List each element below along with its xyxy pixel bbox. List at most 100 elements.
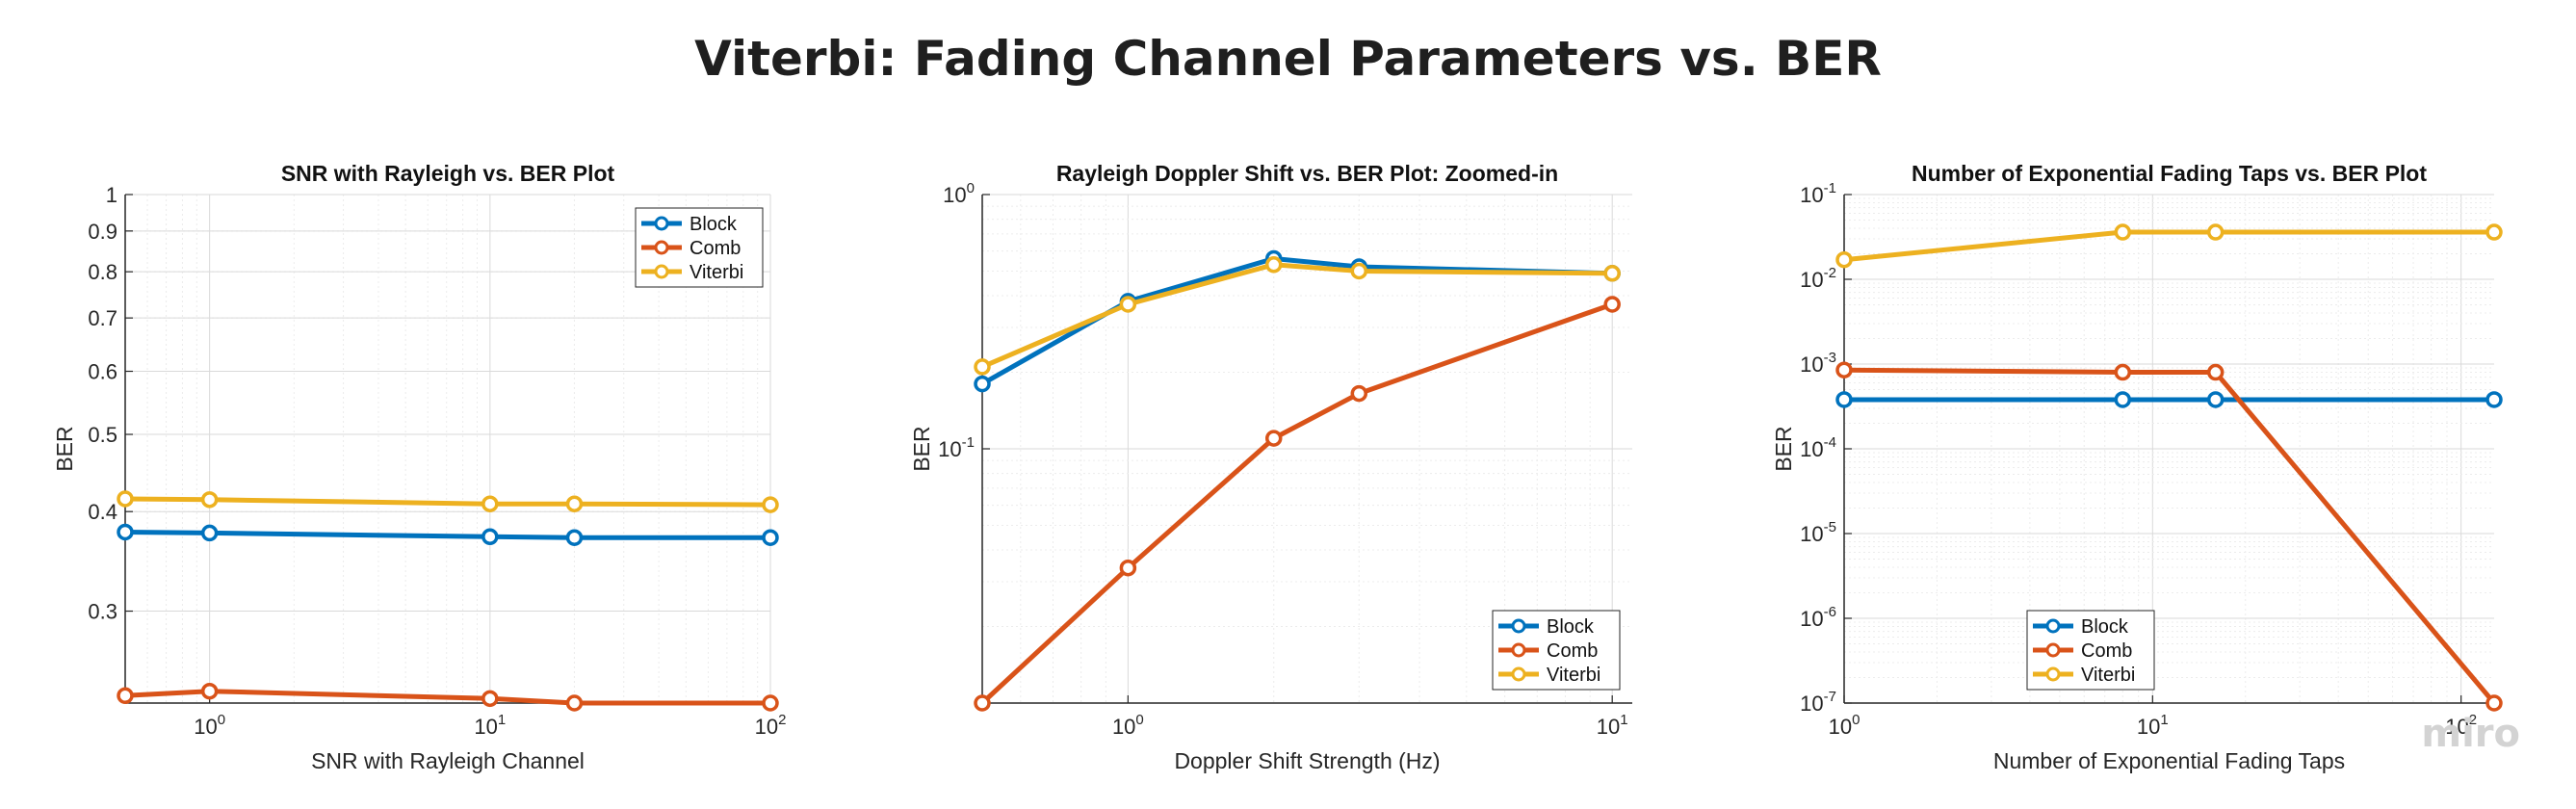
y-tick-label: 0.7 [88, 306, 117, 330]
data-point-comb [117, 687, 134, 705]
data-point-block [117, 523, 134, 541]
data-point-comb [481, 690, 499, 708]
legend-marker [2045, 666, 2061, 682]
data-point-block [200, 524, 219, 542]
data-point-comb [2206, 363, 2225, 381]
y-tick-label: 100 [943, 180, 975, 207]
x-tick-label: 101 [1597, 712, 1628, 739]
chart-doppler-shift: 100 101 10-1 100 Rayleigh Doppler Shift vs. … [909, 161, 1632, 773]
x-tick-label: 101 [2137, 712, 2169, 739]
legend-label: Comb [2081, 640, 2132, 662]
data-point-viterbi [1119, 296, 1137, 313]
data-point-block [1835, 391, 1853, 408]
series-line-comb [124, 689, 770, 706]
data-point-comb [200, 682, 219, 700]
y-tick-label: 0.9 [88, 220, 117, 244]
y-tick-label: 0.8 [88, 260, 117, 284]
data-point-block [2114, 391, 2132, 408]
y-tick-label: 0.6 [88, 360, 117, 384]
x-tick-label: 100 [194, 712, 225, 739]
series-viterbi [1835, 223, 2503, 269]
y-tick-label: 10-3 [1800, 350, 1836, 377]
y-tick-label: 0.5 [88, 423, 117, 447]
legend-marker [2045, 618, 2061, 634]
data-point-viterbi [1350, 262, 1368, 280]
data-point-viterbi [1264, 256, 1283, 274]
y-axis-label: BER [1771, 426, 1796, 471]
chart-title: Number of Exponential Fading Taps vs. BE… [1912, 161, 2427, 186]
y-tick-label: 10-2 [1800, 265, 1836, 292]
data-point-comb [1119, 559, 1137, 577]
legend-label: Block [2081, 616, 2129, 638]
data-point-comb [2114, 363, 2132, 381]
legend-label: Viterbi [2081, 665, 2135, 686]
y-axis-label: BER [52, 426, 77, 471]
series-line-viterbi [981, 262, 1613, 370]
series-block [1835, 391, 2503, 408]
series-line-block [980, 256, 1613, 386]
series-line-block [124, 530, 770, 540]
x-axis-label: SNR with Rayleigh Channel [311, 748, 585, 773]
x-axis-label: Doppler Shift Strength (Hz) [1174, 748, 1440, 773]
chart-snr-rayleigh: 100 101 102 0.3 0.4 0.5 0.6 0.7 0.8 0.9 1 SNR with … [52, 161, 787, 773]
data-point-comb [1350, 384, 1368, 403]
data-point-viterbi [481, 495, 499, 512]
data-point-viterbi [2206, 223, 2225, 241]
data-point-viterbi [762, 496, 779, 513]
data-point-comb [762, 694, 779, 712]
series-viterbi [117, 490, 779, 513]
legend-marker [1511, 666, 1526, 682]
chart-title: Rayleigh Doppler Shift vs. BER Plot: Zoo… [1056, 161, 1558, 186]
x-tick-label: 100 [1112, 712, 1144, 739]
x-axis-label: Number of Exponential Fading Taps [1993, 748, 2345, 773]
legend-label: Comb [690, 238, 741, 259]
x-tick-label: 100 [1829, 712, 1860, 739]
legend-marker [654, 216, 669, 231]
grid [1843, 194, 2494, 704]
series-comb [1835, 361, 2503, 712]
page-title: Viterbi: Fading Channel Parameters vs. B… [694, 31, 1882, 87]
y-tick-label: 10-5 [1800, 519, 1836, 546]
data-point-block [565, 529, 584, 546]
x-tick-label: 102 [755, 712, 787, 739]
y-axis-label: BER [909, 426, 934, 471]
data-point-block [762, 529, 779, 546]
data-point-viterbi [1603, 265, 1621, 282]
y-tick-label: 1 [106, 183, 117, 207]
legend-marker [2045, 642, 2061, 658]
data-point-viterbi [565, 495, 584, 512]
series-line-viterbi [124, 496, 771, 508]
data-point-comb [2485, 694, 2503, 712]
legend-marker [1511, 618, 1526, 634]
data-point-block [2206, 391, 2225, 408]
legend-marker [654, 264, 669, 279]
x-tick-label: 101 [474, 712, 506, 739]
chart-fading-taps: 100 101 102 10-7 10-6 10-5 10-4 10-3 10-2 10-1 Num… [1771, 161, 2503, 773]
series-comb [974, 296, 1621, 712]
legend-marker [1511, 642, 1526, 658]
data-point-comb [565, 694, 584, 712]
data-point-comb [1835, 361, 1853, 378]
legend-label: Comb [1547, 640, 1598, 662]
miro-watermark: miro [2421, 712, 2520, 756]
x-tick-label: 102 [2445, 712, 2477, 739]
legend-label: Viterbi [1547, 665, 1600, 686]
data-point-viterbi [117, 490, 134, 508]
legend-label: Block [1547, 616, 1595, 638]
series-viterbi [974, 256, 1621, 376]
grid [124, 194, 771, 703]
chart-title: SNR with Rayleigh vs. BER Plot [281, 161, 615, 186]
data-point-viterbi [974, 358, 991, 376]
data-point-viterbi [1835, 250, 1853, 269]
y-tick-label: 10-1 [938, 434, 975, 461]
y-tick-label: 10-6 [1800, 604, 1836, 631]
series-line-comb [1843, 367, 2496, 705]
y-tick-label: 10-7 [1800, 689, 1836, 716]
legend-label: Block [690, 214, 738, 235]
data-point-block [2485, 391, 2503, 408]
series-block [117, 523, 779, 546]
data-point-comb [1264, 430, 1283, 447]
